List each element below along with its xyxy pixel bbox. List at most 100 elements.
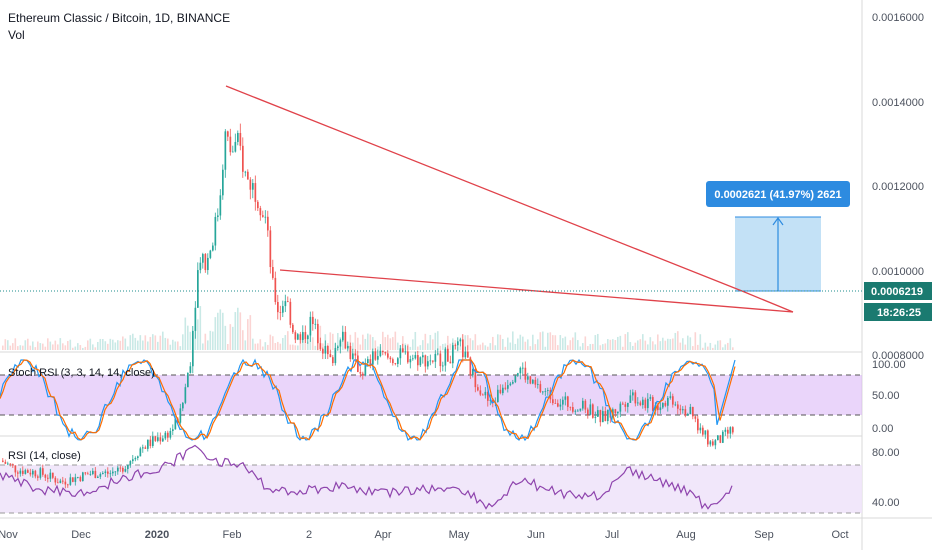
candle-body [189, 366, 192, 373]
volume-bar [122, 336, 124, 350]
candle-body [439, 353, 442, 367]
candle-body [467, 351, 469, 358]
volume-bar [114, 342, 117, 350]
volume-bar [677, 331, 679, 350]
volume-bar [124, 338, 127, 350]
candle-body [677, 404, 679, 409]
volume-bar [87, 340, 89, 350]
time-tick: Sep [754, 529, 774, 541]
candle-body [217, 215, 219, 217]
volume-bar [412, 339, 414, 350]
volume-bar [449, 343, 452, 350]
stoch-tick: 0.00 [872, 423, 893, 435]
volume-bar [724, 344, 727, 350]
candle-body [694, 416, 697, 419]
candle-body [462, 339, 464, 358]
volume-bar [649, 337, 652, 350]
volume-bar [389, 338, 392, 350]
volume-bar [7, 340, 9, 350]
price-tick: 0.0010000 [872, 266, 924, 278]
candle-body [339, 340, 342, 347]
candle-body [414, 355, 417, 359]
candle-body [532, 379, 534, 384]
volume-bar [694, 332, 697, 350]
stoch-k-line[interactable] [0, 358, 736, 442]
trendline-lower[interactable] [279, 269, 794, 313]
candle-body [257, 201, 259, 209]
volume-bar [719, 340, 722, 350]
countdown-value: 18:26:25 [877, 307, 921, 319]
candle-body [702, 427, 704, 435]
candle-body [149, 439, 152, 446]
candle-body [582, 400, 584, 409]
volume-bar [687, 335, 689, 350]
candle-body [682, 409, 684, 411]
volume-bar [479, 344, 482, 350]
volume-bar [639, 339, 642, 350]
candle-body [692, 406, 694, 417]
volume-bar [502, 338, 504, 350]
candle-body [542, 391, 544, 393]
volume-bar [199, 306, 202, 350]
candle-body [104, 471, 107, 473]
price-axis[interactable]: 0.0016000 0.0014000 0.0012000 0.0010000 … [872, 12, 924, 362]
volume-bar [472, 340, 474, 350]
volume-bar [659, 341, 662, 350]
volume-bar [692, 346, 694, 350]
stoch-d-line[interactable] [0, 359, 736, 441]
volume-bar [564, 336, 567, 350]
candle-body [134, 457, 137, 460]
volume-bar [229, 324, 232, 350]
time-tick: 2020 [145, 529, 169, 541]
candle-body [399, 348, 402, 359]
candle-body [34, 470, 37, 477]
volume-bar [507, 337, 509, 350]
candle-body [239, 133, 242, 146]
volume-bar [429, 334, 432, 350]
candle-body [129, 461, 132, 465]
candle-body [492, 399, 494, 403]
volume-bar [562, 338, 564, 350]
candle-body [309, 316, 312, 336]
candlesticks[interactable] [2, 123, 734, 489]
volume-bar [179, 346, 182, 350]
volume-bar [612, 339, 614, 350]
volume-bar [214, 317, 217, 350]
volume-bar [19, 345, 22, 350]
volume-bar [224, 325, 227, 350]
candle-body [39, 468, 42, 478]
volume-bar [59, 338, 62, 350]
candle-body [329, 354, 332, 358]
volume-bar [154, 335, 157, 350]
candle-body [642, 399, 644, 406]
rsi-line[interactable] [0, 444, 733, 510]
volume-bar [522, 336, 524, 350]
candle-body [469, 357, 472, 376]
candle-body [314, 323, 317, 325]
candle-body [504, 387, 507, 389]
candle-body [394, 363, 397, 364]
candle-body [119, 467, 122, 469]
candle-body [169, 430, 172, 438]
candle-body [397, 358, 399, 364]
candle-body [354, 353, 357, 356]
candle-body [127, 464, 129, 470]
time-tick: Dec [71, 529, 91, 541]
candle-body [697, 418, 699, 431]
volume-bar [37, 341, 39, 350]
candle-body [179, 408, 182, 423]
candle-body [639, 402, 642, 406]
candle-body [482, 394, 484, 396]
trendline-upper[interactable] [225, 85, 743, 292]
candle-body [382, 350, 384, 353]
volume-bar [207, 340, 209, 350]
time-axis[interactable]: Nov Dec 2020 Feb 2 Apr May Jun Jul Aug S… [0, 529, 849, 541]
time-tick: May [449, 529, 470, 541]
candle-body [202, 254, 204, 263]
candle-body [224, 131, 227, 170]
volume-bar [332, 333, 334, 350]
candle-body [367, 359, 369, 363]
candle-body [472, 369, 474, 376]
candle-body [22, 470, 24, 474]
